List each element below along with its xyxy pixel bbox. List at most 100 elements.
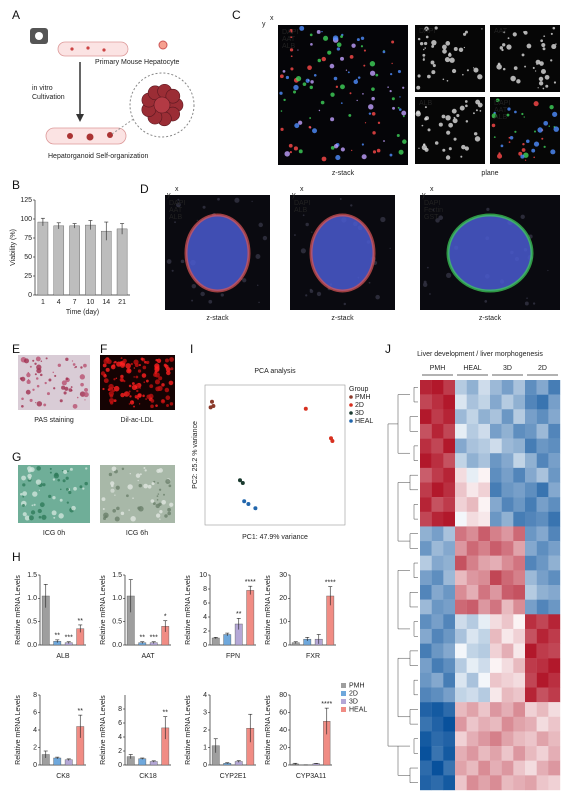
micrograph-spot bbox=[552, 26, 556, 30]
micrograph-spot bbox=[313, 73, 317, 77]
y-tick-label: 4 bbox=[33, 727, 37, 734]
micrograph-spot bbox=[418, 147, 420, 149]
micrograph-spot bbox=[442, 49, 447, 54]
micrograph-spot bbox=[150, 398, 155, 403]
heatmap-cell bbox=[478, 467, 491, 483]
heatmap-cell bbox=[536, 541, 549, 556]
heatmap-cell bbox=[420, 497, 432, 512]
x-axis-label: Time (day) bbox=[66, 309, 99, 316]
heatmap-cell bbox=[455, 482, 467, 498]
heatmap-cell bbox=[513, 438, 526, 454]
micrograph-spot bbox=[339, 198, 342, 200]
micrograph-spot bbox=[59, 498, 63, 502]
micrograph-spot bbox=[531, 148, 536, 153]
organoid bbox=[67, 133, 73, 139]
micrograph-spot bbox=[79, 374, 85, 380]
axis-letter: x bbox=[430, 186, 434, 193]
micrograph-spot bbox=[120, 357, 123, 360]
channel-label: DAPI bbox=[424, 200, 440, 207]
micrograph-spot bbox=[58, 513, 64, 519]
micrograph-spot bbox=[448, 147, 452, 151]
heatmap-cell bbox=[478, 380, 491, 395]
micrograph-spot bbox=[84, 481, 88, 486]
micrograph-spot bbox=[300, 248, 306, 254]
heatmap-cell bbox=[490, 658, 502, 674]
micrograph-spot bbox=[251, 200, 253, 203]
micrograph-spot bbox=[161, 383, 165, 387]
heatmap-cell bbox=[455, 731, 467, 747]
heatmap-cell bbox=[455, 672, 467, 688]
heatmap-cell bbox=[420, 746, 432, 761]
heatmap-cell bbox=[420, 628, 432, 644]
heatmap-cell bbox=[455, 380, 467, 395]
heatmap-cell bbox=[478, 731, 491, 747]
micrograph-spot bbox=[112, 389, 115, 393]
micrograph-spot bbox=[293, 146, 298, 151]
heatmap-cell bbox=[536, 423, 549, 439]
micrograph-spot bbox=[167, 507, 171, 512]
micrograph-spot bbox=[71, 505, 76, 511]
micrograph-spot bbox=[293, 90, 297, 94]
micrograph-spot bbox=[308, 125, 312, 129]
panel-label: J bbox=[385, 342, 391, 356]
organoid-cell bbox=[153, 96, 171, 114]
heatmap-cell bbox=[501, 467, 514, 483]
heatmap-cell bbox=[525, 555, 537, 571]
micrograph-spot bbox=[130, 362, 134, 366]
bar bbox=[69, 225, 80, 296]
heatmap-cell bbox=[455, 541, 467, 556]
heatmap-cell bbox=[513, 467, 526, 483]
micrograph-spot bbox=[285, 75, 290, 80]
micrograph-spot bbox=[360, 45, 364, 48]
micrograph-spot bbox=[541, 137, 544, 140]
micrograph-spot bbox=[460, 155, 463, 158]
micrograph-spot bbox=[302, 82, 307, 86]
micrograph-spot bbox=[155, 503, 160, 509]
panel-label: D bbox=[140, 182, 149, 196]
micrograph-spot bbox=[128, 509, 130, 511]
micrograph-spot bbox=[217, 197, 220, 201]
heatmap-cell bbox=[431, 511, 444, 527]
micrograph-spot bbox=[389, 89, 392, 93]
heatmap-cell bbox=[490, 511, 502, 527]
heatmap-cell bbox=[548, 643, 561, 659]
heatmap-cell bbox=[501, 658, 514, 674]
heatmap-cell bbox=[490, 716, 502, 732]
x-tick-label: 14 bbox=[102, 299, 110, 306]
heatmap-cell bbox=[525, 702, 537, 717]
micrograph-spot bbox=[191, 283, 197, 289]
micrograph-spot bbox=[57, 363, 62, 367]
y-tick-label: 0.5 bbox=[112, 619, 122, 626]
heatmap-cell bbox=[536, 380, 549, 395]
heatmap-cell bbox=[513, 687, 526, 703]
micrograph-spot bbox=[550, 149, 556, 155]
micrograph-spot bbox=[43, 403, 47, 407]
heatmap-cell bbox=[490, 614, 502, 630]
micrograph-spot bbox=[163, 363, 167, 367]
micrograph-spot bbox=[146, 360, 150, 365]
micrograph-spot bbox=[536, 63, 538, 65]
micrograph-spot bbox=[52, 478, 56, 481]
micrograph-spot bbox=[24, 515, 30, 521]
micrograph-spot bbox=[369, 61, 376, 67]
micrograph-spot bbox=[521, 53, 525, 57]
micrograph-spot bbox=[120, 511, 125, 516]
micrograph-spot bbox=[372, 150, 377, 154]
micrograph-spot bbox=[42, 483, 46, 487]
heatmap-cell bbox=[501, 628, 514, 644]
step-label: Cultivation bbox=[32, 94, 65, 101]
micrograph-spot bbox=[508, 141, 511, 143]
micrograph-spot bbox=[532, 66, 535, 69]
micrograph-spot bbox=[52, 371, 54, 374]
point bbox=[246, 502, 251, 506]
micrograph-spot bbox=[499, 46, 504, 50]
heatmap-cell bbox=[525, 585, 537, 600]
heatmap-cell bbox=[420, 702, 432, 717]
micrograph-spot bbox=[442, 148, 446, 152]
micrograph-spot bbox=[168, 484, 172, 488]
heatmap-cell bbox=[501, 614, 514, 630]
micrograph-spot bbox=[110, 481, 115, 486]
heatmap-cell bbox=[548, 526, 561, 542]
organoid-cell bbox=[165, 88, 181, 104]
micrograph bbox=[415, 25, 485, 92]
